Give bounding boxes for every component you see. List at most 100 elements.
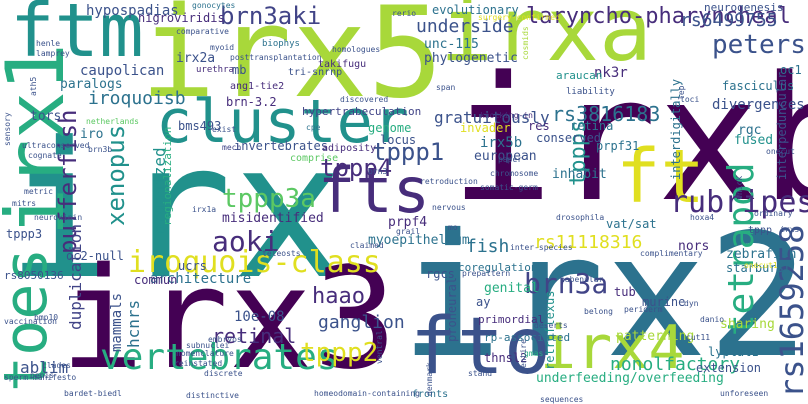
word-distinctive: distinctive [186, 391, 239, 400]
word-rp-associated: rp-associated [484, 331, 571, 344]
word-aoki: aoki [212, 225, 280, 258]
word-embryos: embryos [208, 335, 242, 344]
word-tppp1: tppp1 [372, 138, 445, 166]
word-zebrafish: zebrafish [726, 247, 797, 262]
word-claimed: claimed [350, 241, 384, 250]
word-neurokinin: neurokinin [34, 213, 83, 222]
word-loci: loci [680, 95, 700, 104]
word-nomenclature: nomenclature [176, 349, 234, 358]
word-nors: nors [678, 239, 710, 254]
word-misidentified: misidentified [222, 211, 324, 226]
word-sequences: sequences [540, 395, 584, 404]
word-ft: ft [616, 134, 706, 220]
word-fto: fto [410, 302, 551, 392]
word-rerio: rerio [392, 9, 417, 18]
word-mo: mo [448, 223, 458, 232]
word-oc2-null: oc2-null [66, 249, 124, 263]
word-danio: danio [700, 315, 725, 324]
word-biophys: biophys [262, 39, 300, 49]
word-prepattern: prepattern [462, 269, 511, 278]
word-hoxa4: hoxa4 [690, 213, 715, 222]
word-knocking-in: knocking-in [480, 111, 533, 120]
word-ay: ay [476, 295, 491, 309]
word-fish: fish [466, 236, 510, 257]
word-irx4: irx4 [540, 313, 685, 383]
word-penis: penis [30, 371, 55, 380]
word-irxa: irxa [440, 0, 652, 81]
word-cut11: cut11 [686, 333, 711, 342]
word-araucan: araucan [556, 69, 603, 82]
word-myoid: myoid [210, 43, 235, 52]
word-sharing: sharing [720, 317, 775, 332]
word-laryncho-pharyncheal: laryncho-pharyncheal [526, 4, 791, 29]
word-extension: extension [696, 361, 762, 375]
word-brn3: brn3 [368, 167, 388, 176]
word-nervous: nervous [432, 203, 466, 212]
word-tppp: tppp [748, 225, 773, 236]
word-unc-115: unc-115 [424, 37, 479, 52]
word-somatic-germ: somatic-germ [480, 183, 538, 192]
word-duplication: duplication [66, 224, 85, 330]
word-divergences: divergences [712, 97, 805, 113]
word-irx2: irx2 [400, 198, 808, 396]
word-henle: henle [36, 39, 61, 48]
word-belong: belong [584, 307, 613, 316]
word-gratuitously: gratuitously [434, 108, 550, 127]
word-unforeseen: unforeseen [720, 389, 769, 398]
word-regionalization: regionalization [161, 126, 174, 226]
word-tppp4: tppp4 [320, 154, 393, 182]
word-tri-snrnp: tri-snrnp [288, 67, 343, 78]
word-irx1a: irx1a [192, 205, 217, 214]
word-peters: peters [712, 30, 806, 60]
word-mech: mech [222, 143, 242, 152]
word-tppp3: tppp3 [6, 227, 43, 241]
word-discrete: discrete [204, 369, 243, 378]
word-architecture: architecture [150, 271, 252, 287]
word-thnsl2: thnsl2 [484, 351, 528, 365]
word-sensory: sensory [3, 112, 12, 146]
word-entire: entire [519, 339, 528, 368]
word-bmp10: bmp10 [34, 313, 59, 322]
word-comparative: comparative [176, 27, 229, 36]
word-lamprey: lamprey [36, 49, 70, 58]
word-tppp2: tppp2 [300, 338, 379, 368]
word-periderm: periderm [624, 305, 663, 314]
word-conserved: conserved [536, 131, 602, 145]
word-discovered: discovered [340, 95, 389, 104]
word-locus: locus [380, 133, 417, 147]
word-fasciculus: fasciculus [722, 79, 795, 93]
word-iro: iro [80, 127, 104, 142]
word-rs8050136: rs8050136 [4, 269, 64, 282]
word-bms493: bms493 [178, 119, 222, 133]
word-irx: irx [6, 102, 346, 321]
word-primordial: primordial [478, 313, 545, 326]
word-fused: fused [734, 133, 774, 148]
word-irxs: irxs [780, 225, 800, 234]
word-inhabit: inhabit [552, 167, 607, 182]
word-adiposity: adiposity [322, 143, 377, 154]
word-liability: liability [566, 87, 615, 97]
word-european: european [474, 149, 537, 164]
word-cosmids: cosmids [521, 26, 530, 60]
word-nonolfactory: nonolfactory [610, 354, 741, 375]
word-prpf4: prpf4 [388, 215, 428, 230]
word-oc1: oc1 [780, 63, 802, 77]
word-myoepithelium: myoepithelium [368, 233, 470, 248]
word-exist: exist [212, 125, 237, 134]
word-mitrs: mitrs [12, 199, 37, 208]
word-patterning: patterning [616, 329, 695, 344]
word-complimentary: complimentary [640, 249, 703, 258]
word-lep: lep [677, 85, 686, 100]
word-irx5: irx5 [140, 0, 444, 126]
word-brn3aki: brn3aki [220, 2, 322, 30]
word-posttransplantation: posttransplantation [230, 53, 322, 62]
word-vaccination: vaccination [4, 317, 57, 326]
word-genital: genital [484, 281, 539, 296]
word-lyplal1: lyplal1 [708, 345, 759, 359]
word-murine: murine [642, 295, 686, 309]
word-irx2a: irx2a [176, 51, 216, 66]
word-irx3: irx3 [60, 238, 398, 401]
word-commun: commun [134, 273, 178, 287]
word-res: res [528, 119, 550, 133]
